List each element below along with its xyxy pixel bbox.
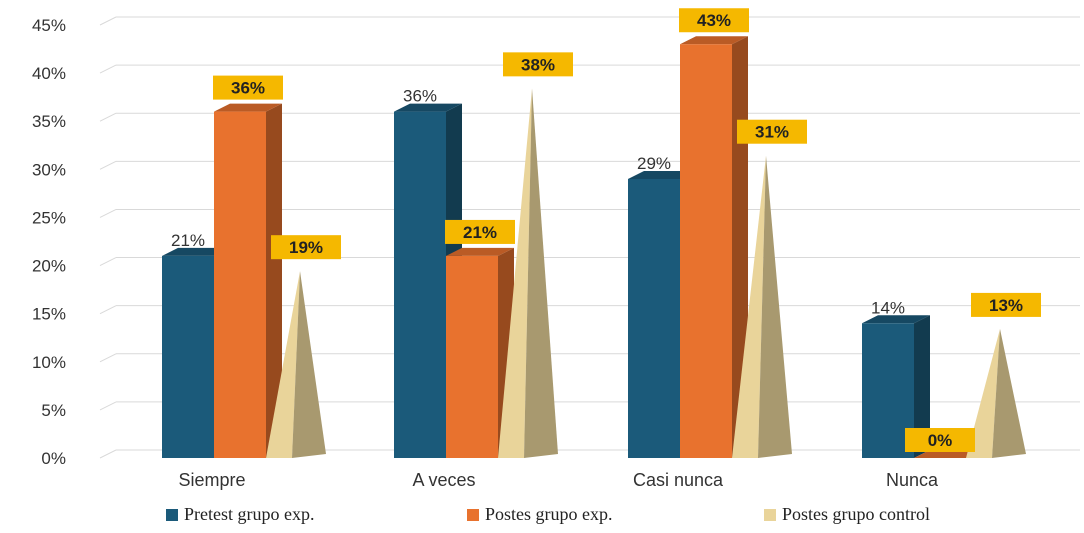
y-tick-label: 40% xyxy=(32,64,66,83)
bar-top xyxy=(394,103,462,112)
gridline-depth xyxy=(99,353,117,363)
data-label: 38% xyxy=(521,55,555,74)
x-tick-label: Siempre xyxy=(178,470,245,490)
data-label: 31% xyxy=(755,123,789,142)
x-axis: Siempre A veces Casi nunca Nunca xyxy=(178,470,939,490)
legend: Pretest grupo exp. Postes grupo exp. Poste… xyxy=(166,504,930,524)
y-axis: 0% 5% 10% 15% 20% 25% 30% 35% 40% 45% xyxy=(32,16,66,468)
data-label-box xyxy=(271,235,341,260)
bar-top xyxy=(446,247,514,256)
cone-front xyxy=(966,328,1000,458)
data-label: 0% xyxy=(928,431,953,450)
bar-top xyxy=(862,315,930,324)
legend-swatch xyxy=(467,509,479,521)
y-tick-label: 10% xyxy=(32,353,66,372)
bar xyxy=(394,111,446,458)
data-label: 29% xyxy=(637,154,671,173)
legend-label: Postes grupo exp. xyxy=(485,504,613,524)
data-label: 43% xyxy=(697,11,731,30)
gridline-depth xyxy=(99,305,117,315)
data-label-box xyxy=(503,52,573,77)
data-label: 36% xyxy=(403,87,437,106)
bar xyxy=(162,255,214,458)
legend-label: Pretest grupo exp. xyxy=(184,504,314,524)
gridline-depth xyxy=(99,112,117,122)
y-tick-label: 45% xyxy=(32,16,66,35)
bar xyxy=(214,111,266,458)
x-tick-label: Nunca xyxy=(886,470,939,490)
data-label-box xyxy=(213,75,283,100)
data-label: 13% xyxy=(989,296,1023,315)
gridline-depth xyxy=(99,257,117,267)
x-tick-label: Casi nunca xyxy=(633,470,724,490)
bar xyxy=(680,44,732,458)
y-tick-label: 15% xyxy=(32,305,66,324)
legend-label: Postes grupo control xyxy=(782,504,930,524)
x-tick-label: A veces xyxy=(412,470,475,490)
bar-side xyxy=(266,103,282,458)
gridline-depth xyxy=(99,208,117,218)
bar xyxy=(446,255,498,458)
data-label: 36% xyxy=(231,79,265,98)
y-tick-label: 25% xyxy=(32,208,66,227)
gridline-depth xyxy=(99,449,117,459)
bar xyxy=(628,178,680,458)
y-tick-label: 35% xyxy=(32,112,66,131)
data-label-box xyxy=(679,8,749,33)
data-labels: 21% 36% 19% 36% 21% 38% 29% 43% 31% 14% 0% 13% xyxy=(171,8,1041,452)
cone-side xyxy=(524,88,558,458)
y-tick-label: 20% xyxy=(32,257,66,276)
gridline-depth xyxy=(99,16,117,26)
cone-side xyxy=(758,155,792,458)
cone-front xyxy=(498,88,532,458)
data-label-box xyxy=(737,119,807,144)
cone-front xyxy=(266,271,300,458)
gridline-depth xyxy=(99,160,117,170)
legend-swatch xyxy=(166,509,178,521)
data-label: 21% xyxy=(463,223,497,242)
cone-side xyxy=(292,271,326,458)
bar-top xyxy=(628,170,696,179)
gridline-depth xyxy=(99,401,117,411)
y-tick-label: 0% xyxy=(41,449,66,468)
bar-top xyxy=(214,103,282,112)
bar-top xyxy=(162,247,230,256)
data-label: 21% xyxy=(171,231,205,250)
data-label: 14% xyxy=(871,298,905,317)
bar-side xyxy=(914,315,930,458)
cone-front xyxy=(732,155,766,458)
data-label-box xyxy=(445,219,515,244)
data-label: 19% xyxy=(289,238,323,257)
y-tick-label: 30% xyxy=(32,160,66,179)
gridline-depth xyxy=(99,64,117,74)
bar-top xyxy=(680,36,748,45)
legend-swatch xyxy=(764,509,776,521)
y-tick-label: 5% xyxy=(41,401,66,420)
data-label-box xyxy=(905,428,975,452)
data-label-box xyxy=(971,292,1041,317)
cone-side xyxy=(992,328,1026,458)
bars xyxy=(162,36,1026,458)
